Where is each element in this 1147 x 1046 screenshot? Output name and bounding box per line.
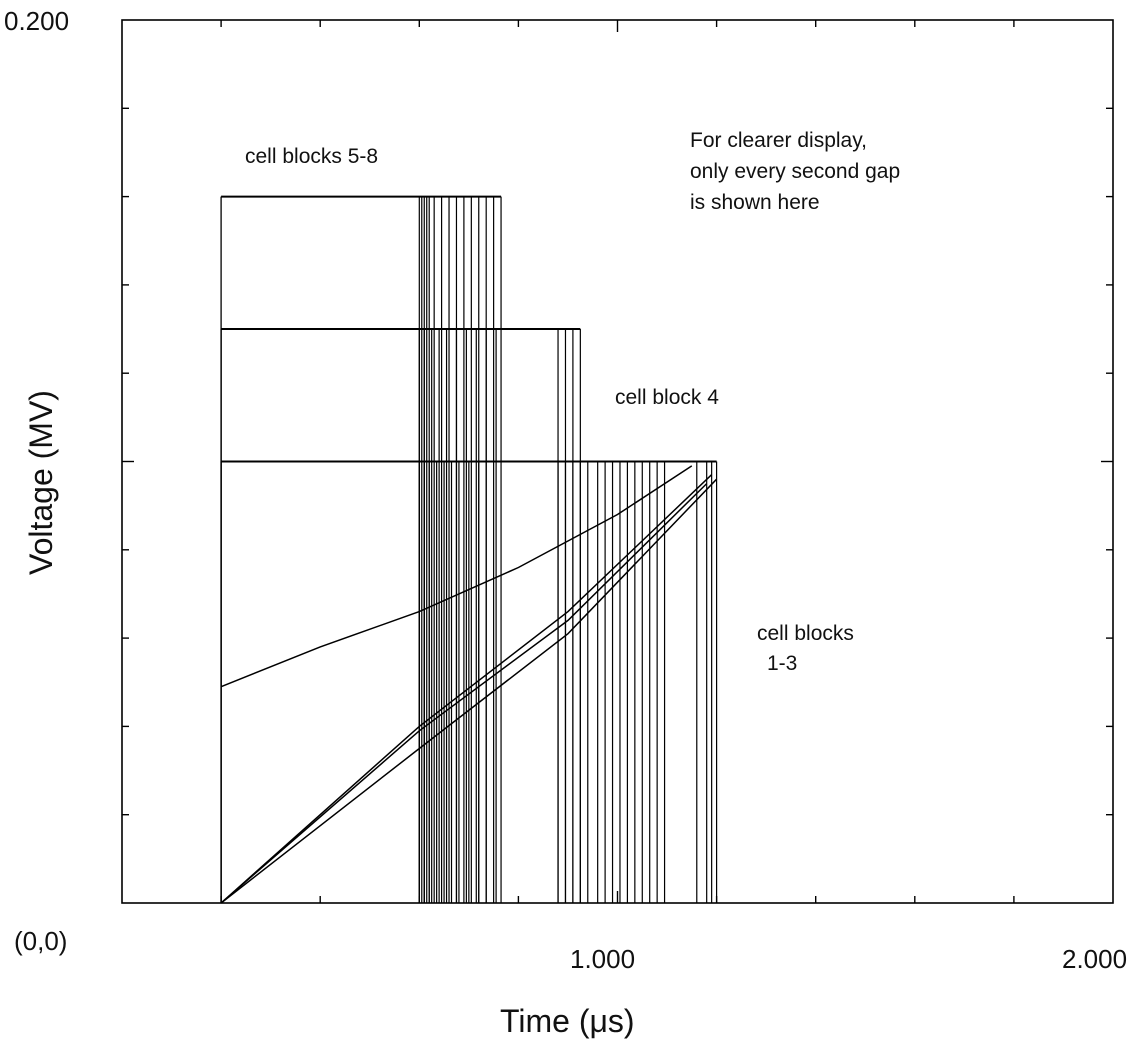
- series-5-ramp: [220, 483, 708, 904]
- annotation-note-line2: only every second gap: [690, 160, 900, 183]
- x-tick-label-2: 2.000: [1062, 944, 1127, 974]
- annotation-cell-blocks-1-3-line1: cell blocks: [757, 622, 854, 645]
- x-axis-title: Time (μs): [500, 1003, 635, 1039]
- series-4-ramp: [220, 474, 713, 904]
- annotation-cell-blocks-1-3-line2: 1-3: [767, 652, 797, 675]
- annotation-cell-block-4: cell block 4: [615, 386, 719, 409]
- annotation-note-line1: For clearer display,: [690, 129, 867, 152]
- annotation-cell-blocks-5-8: cell blocks 5-8: [245, 145, 378, 168]
- origin-label: (0,0): [14, 926, 67, 956]
- y-axis-title: Voltage (MV): [23, 390, 59, 575]
- series-3-ramp: [220, 465, 693, 688]
- y-tick-label-top: 0.200: [4, 6, 69, 36]
- x-tick-label-1: 1.000: [570, 944, 635, 974]
- series-6-ramp: [220, 478, 718, 904]
- annotation-note-line3: is shown here: [690, 191, 820, 214]
